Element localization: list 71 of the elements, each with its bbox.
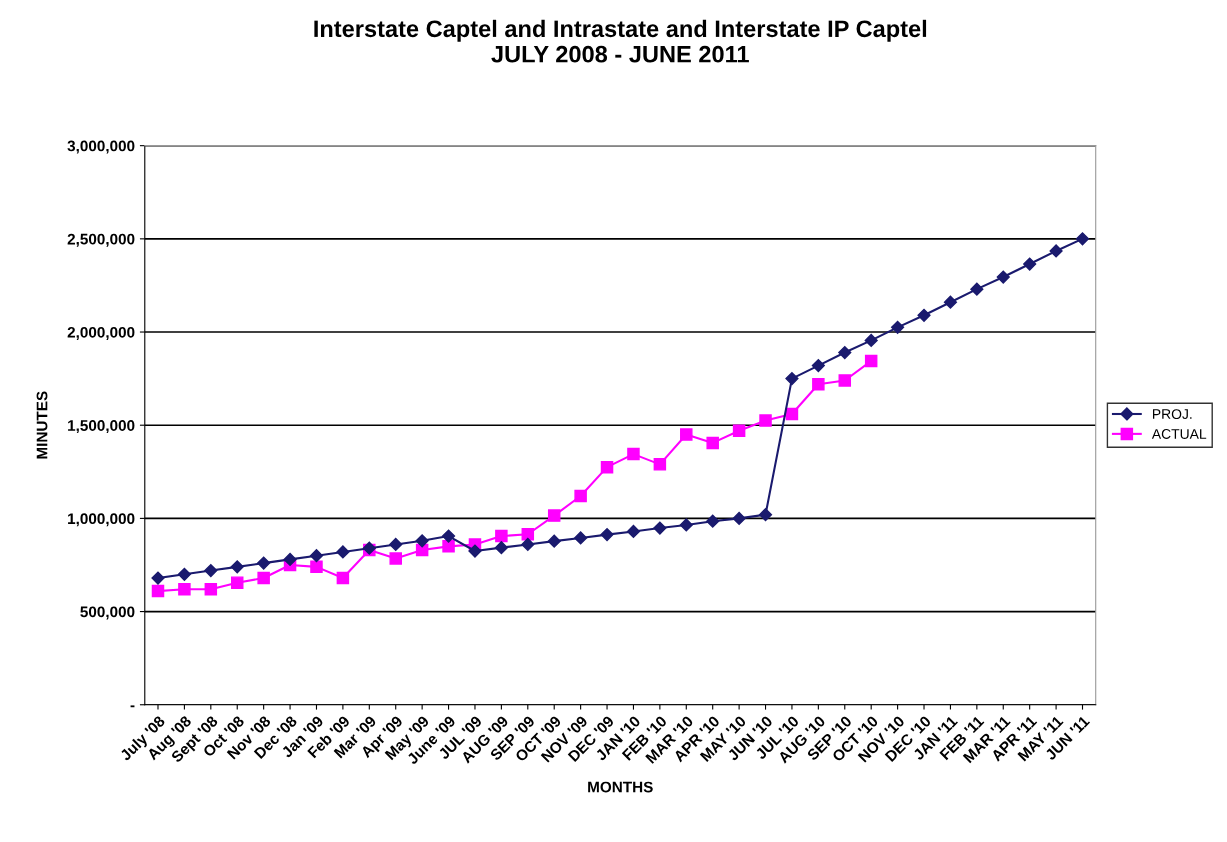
y-axis-title: MINUTES [36, 391, 48, 459]
point [759, 414, 772, 427]
point [309, 549, 324, 563]
y-tick-label: 2,000,000 [67, 326, 135, 340]
point [838, 374, 852, 387]
point [680, 428, 693, 441]
point [389, 537, 403, 552]
point [1023, 257, 1037, 271]
point [257, 556, 271, 570]
y-tick-label: 1,500,000 [68, 420, 135, 434]
point [547, 534, 561, 548]
point [838, 345, 852, 360]
point [732, 511, 746, 525]
point [230, 576, 244, 589]
point [336, 545, 350, 559]
point [230, 560, 244, 574]
point [283, 552, 297, 566]
point [310, 560, 323, 574]
point [653, 521, 667, 535]
point [389, 552, 402, 565]
point [996, 270, 1010, 284]
point [204, 563, 218, 578]
point [151, 584, 165, 598]
point [1075, 232, 1090, 246]
point [177, 567, 191, 581]
point [204, 582, 218, 596]
point [626, 524, 641, 539]
y-tick-label: 3,000,000 [67, 140, 135, 154]
point [336, 571, 350, 585]
point [574, 489, 587, 503]
point [521, 527, 535, 541]
point [943, 295, 958, 309]
y-tick-label: - [130, 705, 135, 708]
point [178, 582, 191, 596]
point [521, 537, 535, 552]
y-tick-label: 1,000,000 [68, 513, 135, 527]
point [970, 282, 984, 296]
point [917, 308, 931, 322]
point [494, 541, 508, 555]
point [495, 529, 508, 543]
point [785, 372, 799, 386]
y-tick-label: 500,000 [80, 606, 135, 620]
point [864, 333, 878, 348]
point [1049, 244, 1063, 258]
point [732, 424, 746, 438]
point [627, 447, 640, 461]
point [442, 540, 455, 553]
point [891, 320, 905, 334]
x-axis-title: MONTHS [588, 781, 653, 793]
point [812, 377, 825, 391]
point [468, 544, 482, 558]
point [706, 514, 720, 528]
point [415, 534, 429, 548]
point [653, 458, 667, 471]
point [758, 508, 773, 522]
point [600, 460, 614, 474]
legend-label: PROJ. [1152, 409, 1192, 419]
point [547, 509, 561, 522]
point [574, 531, 588, 545]
point [257, 571, 270, 585]
point [785, 407, 799, 421]
legend-label: ACTUAL [1151, 429, 1207, 439]
point [600, 528, 614, 542]
point [864, 354, 878, 368]
y-tick-label: 2,500,000 [67, 233, 135, 247]
point [706, 436, 719, 450]
point [441, 529, 456, 543]
point [811, 358, 825, 373]
point [679, 518, 693, 532]
chart-title: Interstate Captel and Intrastate and Interstate IP Captel JULY 2008 - JUNE 2011 [314, 19, 927, 63]
point [151, 571, 165, 585]
